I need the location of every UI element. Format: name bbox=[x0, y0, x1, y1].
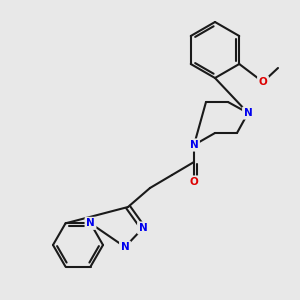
Text: O: O bbox=[259, 77, 267, 87]
Text: N: N bbox=[190, 140, 198, 150]
Text: N: N bbox=[139, 223, 147, 233]
Text: N: N bbox=[244, 108, 252, 118]
Text: O: O bbox=[190, 177, 198, 187]
Text: N: N bbox=[121, 242, 129, 252]
Text: N: N bbox=[86, 218, 95, 228]
